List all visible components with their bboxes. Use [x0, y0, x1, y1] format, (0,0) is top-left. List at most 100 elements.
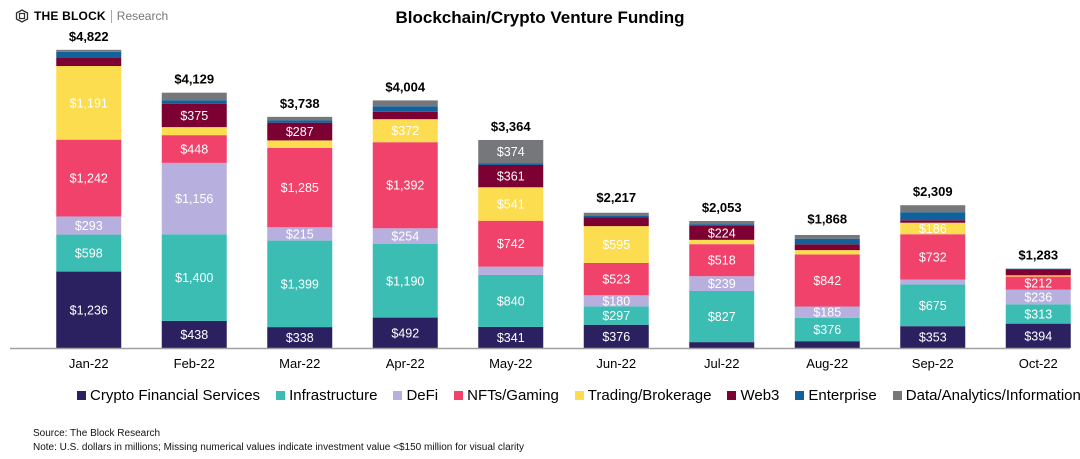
segment-label: $1,242 [70, 172, 108, 186]
bar-segment-enterprise-aug-22 [794, 238, 860, 245]
segment-label: $595 [602, 238, 630, 252]
segment-label: $297 [602, 309, 630, 323]
bar-segment-trading-brokerage-aug-22 [794, 250, 860, 255]
bar-segment-defi-sep-22 [900, 279, 966, 285]
segment-label: $293 [75, 219, 103, 233]
bar-segment-data-analytics-information-may-22 [478, 139, 544, 164]
bar-segment-enterprise-feb-22 [161, 100, 227, 104]
total-label: $4,822 [69, 29, 109, 44]
bar-segment-data-analytics-information-jan-22 [56, 49, 122, 52]
total-label: $1,283 [1018, 248, 1058, 263]
segment-label: $338 [286, 331, 314, 345]
chart-footer: Source: The Block Research Note: U.S. do… [33, 427, 524, 455]
bar-segment-web3-feb-22 [161, 103, 227, 128]
segment-label: $376 [602, 330, 630, 344]
brand-logo: THE BLOCK Research [15, 9, 168, 23]
bar-segment-defi-apr-22 [372, 228, 438, 244]
total-label: $4,129 [174, 72, 214, 87]
legend-swatch [795, 391, 805, 400]
legend-swatch [454, 391, 464, 400]
segment-label: $1,236 [70, 303, 108, 317]
segment-label: $598 [75, 247, 103, 261]
bar-segment-crypto-financial-services-jan-22 [56, 271, 122, 348]
bar-segment-crypto-financial-services-jun-22 [583, 324, 649, 348]
bar-segment-enterprise-jul-22 [689, 224, 755, 226]
bar-segment-enterprise-mar-22 [267, 120, 333, 123]
bar-segment-infrastructure-jul-22 [689, 290, 755, 343]
bar-segment-trading-brokerage-jan-22 [56, 66, 122, 140]
x-tick-label: Jun-22 [596, 356, 636, 371]
legend-item: Enterprise [795, 387, 877, 404]
segment-label: $1,190 [386, 274, 424, 288]
segment-label: $215 [286, 227, 314, 241]
total-label: $2,217 [596, 190, 636, 205]
bar-segment-nfts-gaming-aug-22 [794, 254, 860, 307]
legend-label: Trading/Brokerage [587, 387, 712, 404]
bar-segment-enterprise-may-22 [478, 163, 544, 165]
legend-swatch [892, 391, 902, 400]
segment-label: $341 [497, 331, 525, 345]
legend-label: NFTs/Gaming [467, 387, 559, 404]
segment-label: $212 [1024, 277, 1052, 291]
bar-segment-enterprise-jun-22 [583, 215, 649, 218]
legend-swatch [276, 391, 286, 400]
bar-segment-defi-may-22 [478, 266, 544, 275]
bar-segment-data-analytics-information-apr-22 [372, 100, 438, 107]
x-tick-label: Aug-22 [806, 356, 848, 371]
units-note: Note: U.S. dollars in millions; Missing … [33, 442, 525, 453]
bar-segment-data-analytics-information-aug-22 [794, 234, 860, 239]
total-label: $2,309 [913, 184, 953, 199]
legend-item: Infrastructure [276, 387, 377, 404]
segment-label: $840 [497, 294, 525, 308]
segment-label: $742 [497, 237, 525, 251]
total-label: $3,738 [280, 96, 320, 111]
bar-segment-data-analytics-information-jul-22 [689, 221, 755, 225]
total-label: $3,364 [491, 119, 532, 134]
bar-segment-trading-brokerage-mar-22 [267, 140, 333, 148]
legend-label: Web3 [740, 387, 780, 404]
x-tick-label: Jul-22 [704, 356, 739, 371]
x-tick-label: May-22 [489, 356, 532, 371]
x-tick-label: Sep-22 [912, 356, 954, 371]
segment-label: $375 [180, 109, 208, 123]
legend-label: DeFi [406, 387, 439, 404]
brand-sub: Research [116, 9, 169, 23]
segment-label: $448 [180, 143, 208, 157]
bar-segment-defi-mar-22 [267, 227, 333, 241]
bar-segment-data-analytics-information-feb-22 [161, 92, 227, 101]
legend-item: Web3 [727, 387, 779, 404]
bar-segment-trading-brokerage-jul-22 [689, 239, 755, 245]
segment-label: $185 [813, 306, 841, 320]
bar-segment-nfts-gaming-may-22 [478, 220, 544, 267]
segment-label: $518 [708, 254, 736, 268]
legend-label: Infrastructure [289, 387, 378, 404]
bar-segment-infrastructure-jun-22 [583, 306, 649, 325]
segment-label: $353 [919, 331, 947, 345]
bar-segment-trading-brokerage-may-22 [478, 187, 544, 221]
x-tick-label: Mar-22 [279, 356, 320, 371]
segment-label: $376 [813, 323, 841, 337]
segment-label: $224 [708, 226, 736, 240]
total-label: $4,004 [385, 79, 426, 94]
legend-label: Crypto Financial Services [90, 387, 261, 404]
legend-swatch [77, 391, 86, 400]
segment-label: $361 [497, 170, 525, 184]
bar-segment-infrastructure-jan-22 [56, 234, 122, 272]
bar-segment-web3-oct-22 [1005, 269, 1071, 276]
segment-label: $372 [391, 124, 419, 138]
legend-item: DeFi [393, 387, 438, 404]
segment-label: $492 [391, 326, 419, 340]
legend-swatch [574, 391, 584, 400]
bar-segment-enterprise-jan-22 [56, 51, 122, 58]
bar-segment-web3-apr-22 [372, 111, 438, 120]
bar-segment-infrastructure-feb-22 [161, 234, 227, 321]
segment-label: $438 [180, 328, 208, 342]
legend-item: Data/Analytics/Information [892, 387, 1080, 404]
x-tick-label: Apr-22 [386, 356, 425, 371]
bar-segment-trading-brokerage-oct-22 [1005, 275, 1071, 277]
bar-segment-data-analytics-information-jun-22 [583, 212, 649, 216]
bar-segment-crypto-financial-services-oct-22 [1005, 323, 1071, 348]
segment-label: $186 [919, 222, 947, 236]
bar-segment-nfts-gaming-oct-22 [1005, 276, 1071, 290]
x-tick-label: Jan-22 [69, 356, 109, 371]
